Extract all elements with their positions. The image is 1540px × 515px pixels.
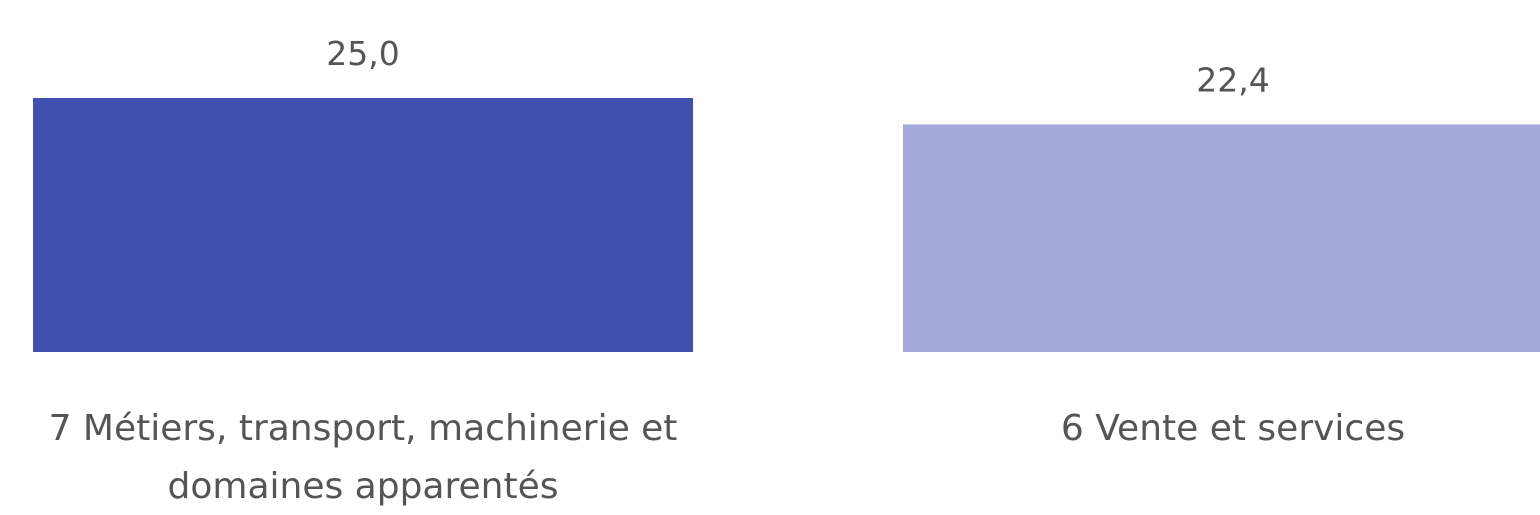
category-labels-group: 7 Métiers, transport, machinerie et domai… xyxy=(49,408,1406,507)
category-label-1-line-2: domaines apparentés xyxy=(168,466,559,507)
bar-2 xyxy=(903,124,1540,352)
bar-1 xyxy=(33,98,693,352)
value-labels-group: 25,0 22,4 xyxy=(326,34,1269,99)
category-label-1-line-1: 7 Métiers, transport, machinerie et xyxy=(49,408,678,449)
category-label-2-line-1: 6 Vente et services xyxy=(1061,408,1405,449)
data-label-2: 22,4 xyxy=(1196,60,1269,99)
bars-group xyxy=(33,98,1540,352)
data-label-1: 25,0 xyxy=(326,34,399,73)
